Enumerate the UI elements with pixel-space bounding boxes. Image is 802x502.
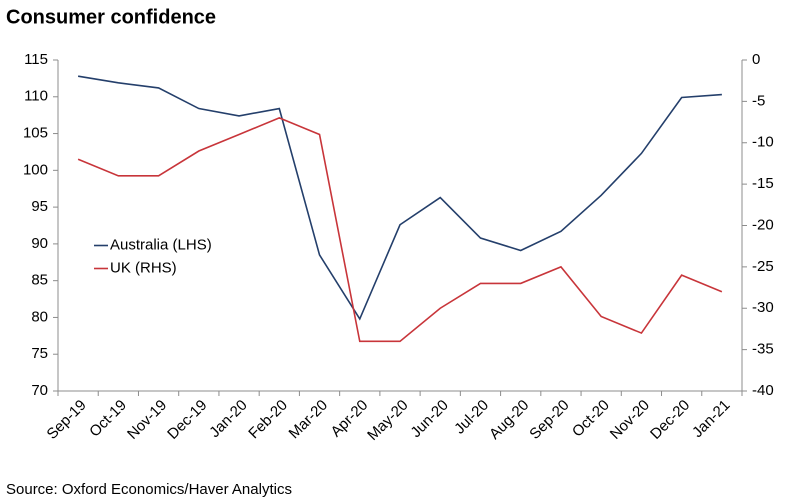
x-tick-label: Jan-21 — [689, 397, 733, 441]
x-tick-label: Nov-20 — [607, 397, 653, 443]
y2-tick-label: -20 — [752, 216, 774, 233]
y2-tick-label: -40 — [752, 382, 774, 399]
y-tick-label: 115 — [24, 51, 48, 68]
y2-tick-label: -30 — [752, 299, 774, 316]
y2-tick-label: -15 — [752, 175, 774, 192]
y-tick-label: 95 — [31, 198, 48, 215]
x-tick-label: Mar-20 — [286, 397, 332, 443]
y2-tick-label: -25 — [752, 258, 774, 275]
source: Source: Oxford Economics/Haver Analytics — [6, 481, 292, 498]
y2-tick-label: -5 — [752, 92, 765, 109]
x-tick-label: Dec-20 — [647, 397, 693, 443]
y-tick-label: 100 — [23, 161, 48, 178]
y-tick-label: 70 — [31, 382, 48, 399]
y2-tick-label: -35 — [752, 341, 774, 358]
y-tick-label: 80 — [31, 308, 48, 325]
x-tick-label: Oct-20 — [569, 397, 613, 441]
x-tick-label: Sep-19 — [44, 397, 90, 443]
y-tick-label: 110 — [24, 88, 48, 105]
x-tick-label: Aug-20 — [486, 397, 532, 443]
series-line — [77, 117, 723, 343]
series-line — [77, 75, 722, 321]
x-tick-label: Jan-20 — [206, 397, 250, 441]
legend-label: UK (RHS) — [110, 259, 177, 276]
chart-title: Consumer confidence — [6, 6, 216, 28]
x-tick-label: Feb-20 — [245, 397, 291, 443]
y2-tick-label: -10 — [752, 134, 774, 151]
x-tick-label: May-20 — [364, 397, 411, 444]
x-tick-label: Nov-19 — [124, 397, 170, 443]
legend-label: Australia (LHS) — [110, 236, 212, 253]
x-tick-label: Sep-20 — [526, 397, 572, 443]
y-tick-label: 85 — [31, 272, 48, 289]
y2-tick-label: 0 — [752, 51, 760, 68]
x-tick-label: Dec-19 — [164, 397, 210, 443]
y-tick-label: 90 — [31, 235, 48, 252]
x-tick-label: Jun-20 — [407, 397, 451, 441]
x-tick-label: Oct-19 — [86, 397, 130, 441]
y-tick-label: 105 — [23, 125, 48, 142]
y-tick-label: 75 — [31, 345, 48, 362]
